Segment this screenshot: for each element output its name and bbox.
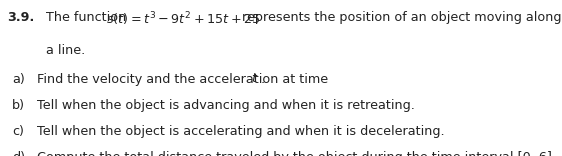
- Text: Find the velocity and the acceleration at time: Find the velocity and the acceleration a…: [37, 73, 332, 85]
- Text: Tell when the object is advancing and when it is retreating.: Tell when the object is advancing and wh…: [37, 99, 414, 112]
- Text: Tell when the object is accelerating and when it is decelerating.: Tell when the object is accelerating and…: [37, 125, 444, 138]
- Text: 3.9.: 3.9.: [7, 11, 34, 24]
- Text: d): d): [12, 151, 25, 156]
- Text: a line.: a line.: [46, 44, 85, 57]
- Text: b): b): [12, 99, 25, 112]
- Text: represents the position of an object moving along: represents the position of an object mov…: [238, 11, 562, 24]
- Text: $t$: $t$: [251, 72, 259, 85]
- Text: .: .: [261, 73, 265, 85]
- Text: The function: The function: [46, 11, 130, 24]
- Text: c): c): [12, 125, 24, 138]
- Text: a): a): [12, 73, 25, 85]
- Text: $s(t)=t^3-9t^2+15t+25$: $s(t)=t^3-9t^2+15t+25$: [106, 10, 261, 28]
- Text: Compute the total distance traveled by the object during the time interval [0, 6: Compute the total distance traveled by t…: [37, 151, 555, 156]
